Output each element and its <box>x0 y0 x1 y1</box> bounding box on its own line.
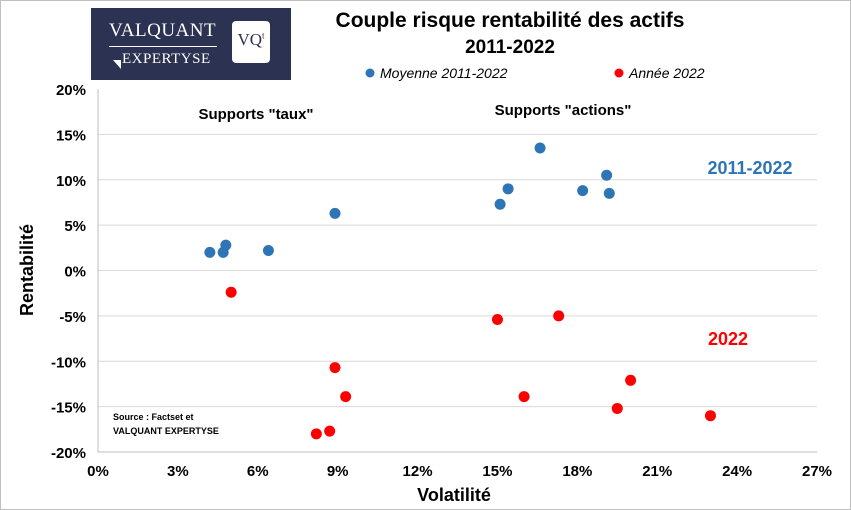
legend-marker-moyenne <box>365 68 375 78</box>
axes <box>97 89 817 453</box>
x-tick-label: 15% <box>482 463 512 480</box>
chart-title: Couple risque rentabilité des actifs <box>336 9 685 32</box>
y-tick-label: -10% <box>51 354 86 371</box>
x-tick-label: 3% <box>167 463 189 480</box>
point-annee-2022 <box>611 402 623 414</box>
grid <box>98 133 817 408</box>
annotation-supports-actions: Supports "actions" <box>495 102 632 119</box>
point-annee-2022 <box>310 428 322 440</box>
y-axis-label: Rentabilité <box>17 224 37 316</box>
point-moyenne <box>603 187 615 199</box>
point-moyenne <box>262 245 274 257</box>
point-annee-2022 <box>518 391 530 403</box>
y-tick-label: 10% <box>56 173 86 190</box>
logo-text-expertyse: EXPERTYSE <box>122 51 211 67</box>
annotation-year: 2022 <box>708 329 748 349</box>
x-tick-label: 6% <box>247 463 269 480</box>
y-tick-label: -20% <box>51 445 86 462</box>
y-tick-label: 0% <box>64 264 86 281</box>
point-annee-2022 <box>329 362 341 374</box>
x-tick-label: 12% <box>403 463 433 480</box>
legend-label-annee: Année 2022 <box>628 65 705 81</box>
point-annee-2022 <box>324 425 336 437</box>
x-tick-labels: 0% 3% 6% 9% 12% 15% 18% 21% 24% 27% <box>87 463 832 480</box>
source-note-line2: VALQUANT EXPERTYSE <box>113 426 219 436</box>
logo-badge-text: VQ <box>237 30 263 49</box>
y-tick-label: 15% <box>56 127 86 144</box>
data-points <box>204 142 716 440</box>
x-tick-label: 9% <box>327 463 349 480</box>
point-moyenne <box>601 169 613 181</box>
y-tick-labels: 20% 15% 10% 5% 0% -5% -10% -15% -20% <box>51 82 86 462</box>
point-annee-2022 <box>704 410 716 422</box>
point-moyenne <box>577 185 589 197</box>
annotation-supports-taux: Supports "taux" <box>198 106 313 123</box>
y-tick-label: -15% <box>51 400 86 417</box>
x-tick-label: 24% <box>722 463 752 480</box>
point-annee-2022 <box>625 374 637 386</box>
source-note-line1: Source : Factset et <box>113 412 194 422</box>
point-moyenne <box>494 198 506 210</box>
chart-subtitle: 2011-2022 <box>465 37 555 58</box>
point-annee-2022 <box>553 310 565 322</box>
point-moyenne <box>204 246 216 258</box>
logo-badge-tail <box>113 60 121 69</box>
point-moyenne <box>534 142 546 154</box>
point-moyenne <box>502 183 514 195</box>
logo-text-valquant: VALQUANT <box>109 20 217 41</box>
x-tick-label: 27% <box>802 463 832 480</box>
x-axis-label: Volatilité <box>417 485 491 505</box>
legend-marker-annee <box>614 68 624 78</box>
valquant-logo: VALQUANT EXPERTYSE VQt <box>91 8 291 80</box>
y-tick-label: 20% <box>56 82 86 99</box>
x-tick-label: 21% <box>642 463 672 480</box>
annotation-period: 2011-2022 <box>707 158 792 178</box>
x-tick-label: 18% <box>562 463 592 480</box>
legend-label-moyenne: Moyenne 2011-2022 <box>380 65 508 81</box>
logo-badge-sup: t <box>262 30 265 41</box>
y-tick-label: -5% <box>59 309 86 326</box>
point-annee-2022 <box>225 286 237 298</box>
logo-badge-icon: VQt <box>232 21 270 63</box>
point-moyenne <box>220 239 232 251</box>
legend: Moyenne 2011-2022 Année 2022 <box>365 65 705 81</box>
x-tick-label: 0% <box>87 463 109 480</box>
point-annee-2022 <box>491 314 503 326</box>
logo-divider <box>109 46 217 47</box>
point-moyenne <box>329 207 341 219</box>
point-annee-2022 <box>340 391 352 403</box>
y-tick-label: 5% <box>64 218 86 235</box>
